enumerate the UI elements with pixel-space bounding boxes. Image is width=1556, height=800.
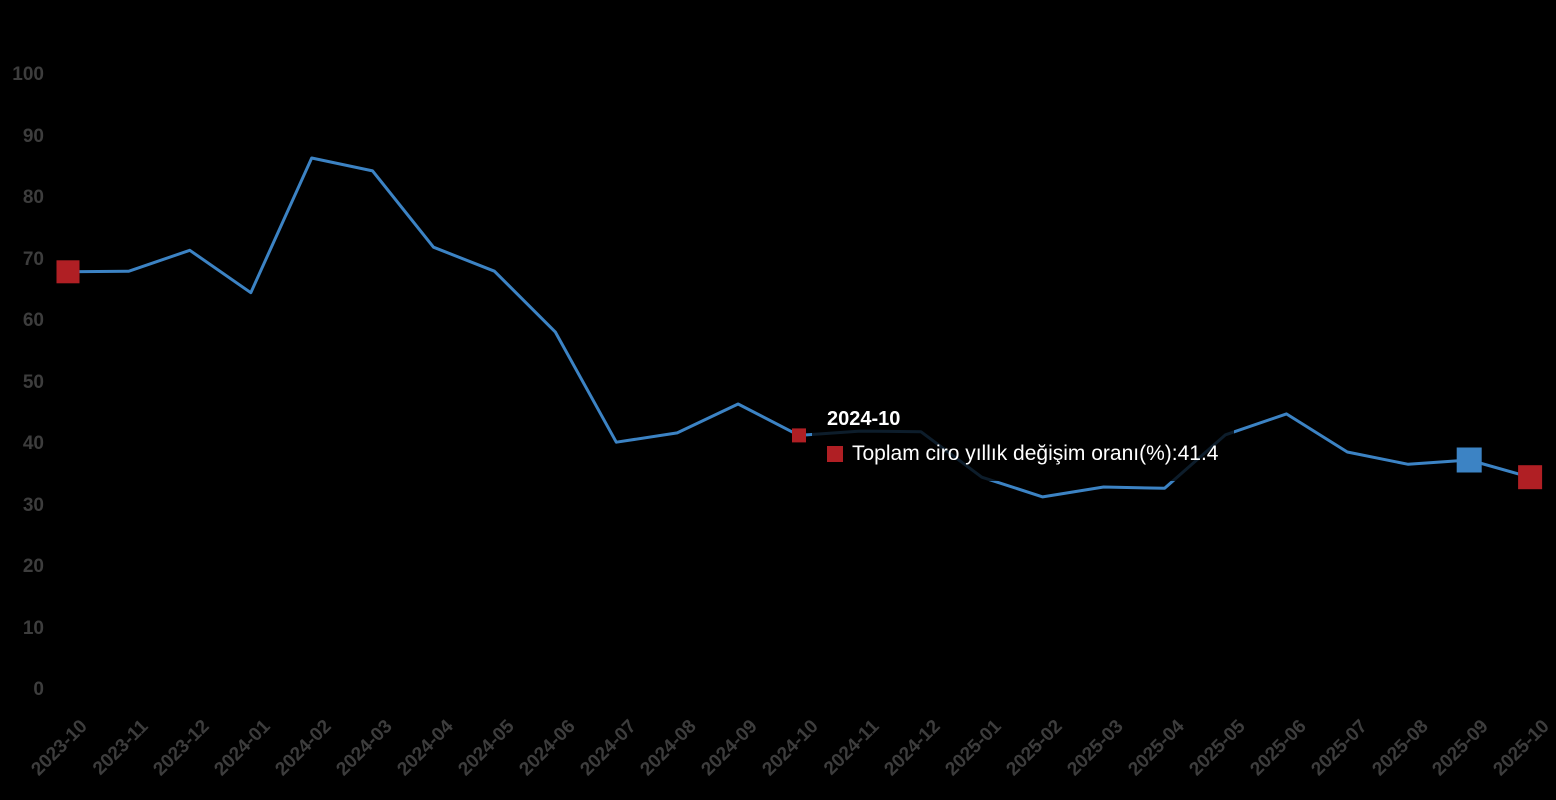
y-axis-tick-20: 20 (22, 556, 44, 577)
tooltip-series-row: Toplam ciro yıllık değişim oranı(%): 41.… (827, 442, 1218, 466)
tooltip-value: 41.4 (1177, 442, 1219, 465)
tooltip-separator: : (1171, 442, 1178, 465)
y-axis-tick-40: 40 (22, 433, 44, 454)
y-axis-tick-70: 70 (22, 248, 44, 270)
series-color-swatch-icon (827, 446, 843, 462)
y-axis-tick-0: 0 (33, 679, 44, 700)
point-marker-2024-10[interactable] (792, 428, 806, 443)
tooltip: 2024-10 Toplam ciro yıllık değişim oranı… (812, 398, 1235, 481)
y-axis-tick-30: 30 (22, 494, 44, 516)
series-markers (56, 260, 1543, 490)
point-marker-2025-09[interactable] (1456, 447, 1482, 473)
y-axis-tick-10: 10 (22, 617, 44, 639)
point-marker-2023-10[interactable] (56, 260, 80, 284)
y-axis-tick-60: 60 (22, 310, 44, 331)
series-line-toplam-ciro[interactable] (66, 156, 1532, 499)
y-axis-tick-50: 50 (22, 371, 44, 393)
point-marker-2025-10[interactable] (1518, 465, 1543, 490)
tooltip-series-label: Toplam ciro yıllık değişim oranı(%) (852, 442, 1172, 465)
y-axis-tick-80: 80 (22, 187, 44, 208)
y-axis-tick-100: 100 (12, 64, 44, 85)
y-axis-tick-90: 90 (22, 125, 44, 147)
tooltip-date: 2024-10 (827, 408, 901, 430)
